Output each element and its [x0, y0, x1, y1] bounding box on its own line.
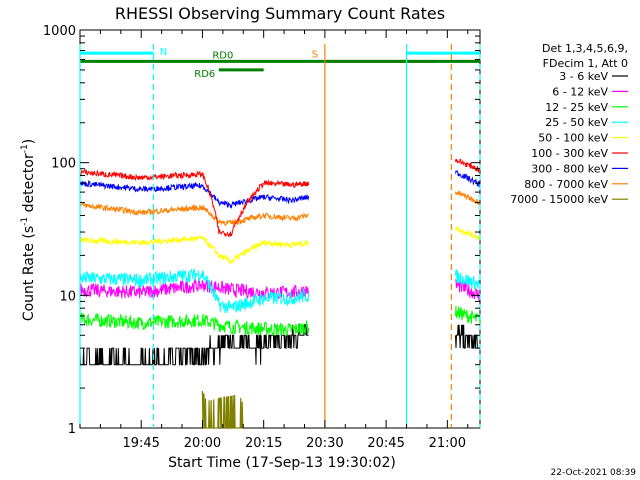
- legend-label: 25 - 50 keV: [545, 116, 608, 129]
- x-tick-label: 20:30: [306, 436, 343, 451]
- series-line-12-25-kev: [79, 312, 310, 336]
- y-tick-label: 10: [59, 289, 76, 304]
- legend-label: 6 - 12 keV: [552, 85, 608, 98]
- flag-label-rd0: RD0: [212, 50, 233, 61]
- x-axis-label: Start Time (17-Sep-13 19:30:02): [168, 455, 396, 471]
- y-axis: 1 10 100 1000: [43, 24, 480, 437]
- x-tick-label: 19:45: [122, 436, 159, 451]
- x-tick-label: 20:00: [184, 436, 221, 451]
- legend-label: 50 - 100 keV: [538, 132, 608, 145]
- flag-label-s: S: [312, 49, 318, 60]
- series-layer: [79, 158, 481, 429]
- legend-label: 12 - 25 keV: [545, 101, 608, 114]
- legend-label: 800 - 7000 keV: [524, 178, 608, 191]
- x-tick-label: 20:15: [245, 436, 282, 451]
- series-line-100-300-kev: [79, 168, 310, 238]
- legend-header-1: FDecim 1, Att 0: [543, 57, 628, 70]
- series-line-3-6-kev-tail: [455, 324, 480, 349]
- series-line-7000-15000-kev: [201, 390, 244, 429]
- y-axis-label: Count Rate (s-1 detector-1): [20, 139, 37, 321]
- series-line-300-800-kev-tail: [455, 170, 481, 188]
- chart-title: RHESSI Observing Summary Count Rates: [115, 4, 445, 23]
- legend-label: 3 - 6 keV: [559, 70, 608, 83]
- legend: Det 1,3,4,5,6,9, FDecim 1, Att 03 - 6 keV…: [510, 42, 628, 206]
- flag-label-n: N: [160, 47, 167, 58]
- y-tick-label: 1000: [43, 24, 76, 39]
- legend-label: 100 - 300 keV: [531, 147, 608, 160]
- series-line-300-800-kev: [79, 179, 310, 210]
- series-line-12-25-kev-tail: [455, 305, 481, 326]
- flag-label-rd6: RD6: [194, 69, 215, 80]
- series-line-25-50-kev: [79, 268, 310, 313]
- series-line-6-12-kev-tail: [455, 279, 481, 301]
- y-tick-label: 1: [68, 422, 76, 437]
- x-tick-label: 21:00: [429, 436, 466, 451]
- x-axis: 19:45 20:00 20:15 20:30 20:45 21:00: [79, 30, 469, 451]
- series-line-100-300-kev-tail: [455, 158, 481, 174]
- legend-label: 300 - 800 keV: [531, 162, 608, 175]
- y-tick-label: 100: [51, 157, 76, 172]
- flag-layer: N S RD0 RD6: [80, 47, 480, 80]
- series-line-3-6-kev: [79, 324, 309, 366]
- vertical-line-layer: [79, 44, 481, 428]
- series-line-50-100-kev-tail: [455, 225, 481, 241]
- series-line-25-50-kev-tail: [455, 269, 481, 290]
- series-line-50-100-kev: [79, 234, 310, 265]
- series-line-800-7000-kev: [79, 201, 310, 228]
- footer-timestamp: 22-Oct-2021 08:39: [551, 468, 637, 478]
- plot-frame: [79, 29, 481, 429]
- x-tick-label: 20:45: [367, 436, 404, 451]
- legend-label: 7000 - 15000 keV: [510, 193, 608, 206]
- legend-header-0: Det 1,3,4,5,6,9,: [542, 42, 628, 55]
